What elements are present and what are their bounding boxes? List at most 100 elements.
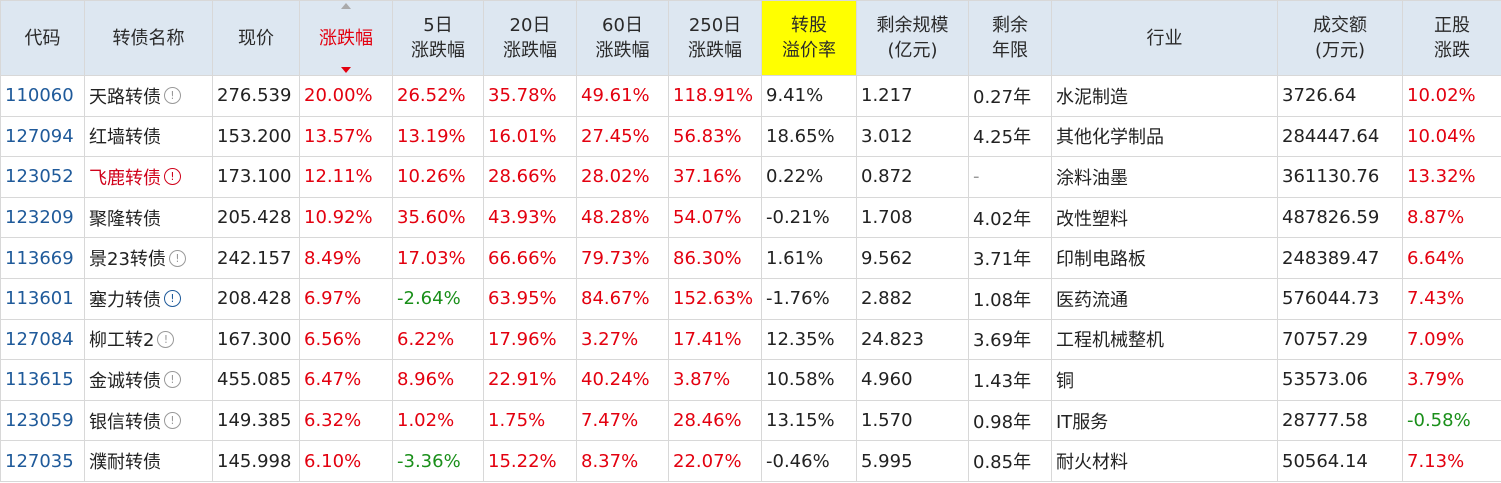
bond-name-link[interactable]: 聚隆转债	[89, 208, 161, 230]
chg5-cell: 35.60%	[392, 196, 484, 239]
table-row[interactable]: 113669 景23转债! 242.157 8.49% 17.03% 66.66% 79.7…	[0, 237, 1501, 279]
years-cell: 0.98年	[968, 399, 1052, 442]
column-header-10[interactable]: 剩余 年限	[968, 0, 1052, 76]
table-row[interactable]: 113601 塞力转债! 208.428 6.97% -2.64% 63.95% 84.67…	[0, 277, 1501, 320]
column-header-label: 60日	[602, 15, 643, 36]
info-icon[interactable]: !	[164, 290, 181, 308]
scale-cell: 9.562	[856, 237, 969, 279]
bond-name-link[interactable]: 飞鹿转债	[89, 167, 161, 189]
bond-name-link[interactable]: 银信转债	[89, 411, 161, 433]
bond-code-link[interactable]: 113615	[0, 359, 85, 401]
bond-name-link[interactable]: 景23转债	[89, 249, 166, 271]
info-icon[interactable]: !	[168, 249, 186, 267]
bond-name-link[interactable]: 金诚转债	[89, 370, 161, 392]
column-header-8[interactable]: 转股 溢价率	[761, 0, 857, 76]
bond-code-link[interactable]: 127094	[0, 115, 85, 158]
column-header-label: 现价	[238, 27, 274, 49]
bond-code-link[interactable]: 113601	[0, 277, 85, 320]
chg20-cell: 43.93%	[483, 196, 577, 239]
column-header-7[interactable]: 250日 涨跌幅	[668, 0, 762, 76]
column-header-5[interactable]: 20日 涨跌幅	[483, 0, 577, 76]
table-row[interactable]: 127084 柳工转2! 167.300 6.56% 6.22% 17.96% 3.27% 1…	[0, 318, 1501, 361]
column-header-12[interactable]: 成交额 (万元)	[1277, 0, 1403, 76]
sort-descending-icon[interactable]	[341, 67, 351, 73]
years-cell: 3.71年	[968, 237, 1052, 279]
chg20-cell: 15.22%	[483, 440, 577, 482]
chg20-cell: 16.01%	[483, 115, 577, 158]
chg250-cell: 28.46%	[668, 399, 762, 442]
bond-name-link[interactable]: 红墙转债	[89, 127, 161, 149]
info-icon[interactable]: !	[164, 87, 181, 105]
bond-name-link[interactable]: 濮耐转债	[89, 452, 161, 474]
table-row[interactable]: 127035 濮耐转债 145.998 6.10% -3.36% 15.22% 8.37% 2…	[0, 440, 1501, 482]
bond-name-link[interactable]: 天路转债	[89, 86, 161, 108]
warning-icon[interactable]: !	[164, 168, 181, 186]
column-header-0[interactable]: 代码	[0, 0, 85, 76]
bond-code-link[interactable]: 113669	[0, 237, 85, 279]
price-cell: 153.200	[212, 115, 300, 158]
industry-cell: 其他化学制品	[1051, 115, 1278, 158]
column-header-13[interactable]: 正股 涨跌	[1402, 0, 1501, 76]
chg-cell: 8.49%	[299, 237, 393, 279]
bond-name-cell[interactable]: 金诚转债!	[84, 359, 213, 401]
bond-code-link[interactable]: 123052	[0, 156, 85, 198]
price-cell: 205.428	[212, 196, 300, 239]
table-row[interactable]: 110060 天路转债! 276.539 20.00% 26.52% 35.78% 49.6…	[0, 75, 1501, 117]
column-header-6[interactable]: 60日 涨跌幅	[576, 0, 669, 76]
chg5-cell: 6.22%	[392, 318, 484, 361]
column-header-label: 涨跌幅	[688, 40, 742, 61]
stock-change-cell: 6.64%	[1402, 237, 1501, 279]
table-row[interactable]: 123052 飞鹿转债! 173.100 12.11% 10.26% 28.66% 28.0…	[0, 156, 1501, 198]
premium-cell: 9.41%	[761, 75, 857, 117]
chg-cell: 20.00%	[299, 75, 393, 117]
chg5-cell: 26.52%	[392, 75, 484, 117]
column-header-11[interactable]: 行业	[1051, 0, 1278, 76]
info-icon[interactable]: !	[157, 330, 175, 348]
turnover-cell: 248389.47	[1277, 237, 1403, 279]
bond-name-cell[interactable]: 银信转债!	[84, 399, 213, 442]
chg-cell: 13.57%	[299, 115, 393, 158]
years-cell: 0.85年	[968, 440, 1052, 482]
table-row[interactable]: 123059 银信转债! 149.385 6.32% 1.02% 1.75% 7.47% 28…	[0, 399, 1501, 442]
column-header-label: 成交额	[1313, 15, 1367, 36]
info-icon[interactable]: !	[164, 371, 181, 389]
column-header-label: 代码	[24, 27, 61, 49]
bond-name-cell[interactable]: 红墙转债	[84, 115, 213, 158]
column-header-1[interactable]: 转债名称	[84, 0, 213, 76]
bond-name-cell[interactable]: 塞力转债!	[84, 277, 213, 320]
industry-cell: 医药流通	[1051, 277, 1278, 320]
bond-name-cell[interactable]: 濮耐转债	[84, 440, 213, 482]
chg-cell: 6.56%	[299, 318, 393, 361]
info-icon[interactable]: !	[164, 412, 181, 430]
column-header-label: 正股	[1434, 15, 1470, 36]
table-row[interactable]: 113615 金诚转债! 455.085 6.47% 8.96% 22.91% 40.24%…	[0, 359, 1501, 401]
sort-ascending-icon[interactable]	[341, 3, 351, 9]
column-header-3[interactable]: 涨跌幅	[299, 0, 393, 76]
price-cell: 242.157	[212, 237, 300, 279]
price-cell: 208.428	[212, 277, 300, 320]
chg5-cell: 8.96%	[392, 359, 484, 401]
industry-cell: 耐火材料	[1051, 440, 1278, 482]
premium-cell: 10.58%	[761, 359, 857, 401]
bond-code-link[interactable]: 127084	[0, 318, 85, 361]
bond-code-link[interactable]: 127035	[0, 440, 85, 482]
bond-name-link[interactable]: 塞力转债	[89, 289, 161, 311]
bond-name-cell[interactable]: 景23转债!	[84, 237, 213, 279]
column-header-2[interactable]: 现价	[212, 0, 300, 76]
chg20-cell: 35.78%	[483, 75, 577, 117]
bond-code-link[interactable]: 123059	[0, 399, 85, 442]
table-row[interactable]: 123209 聚隆转债 205.428 10.92% 35.60% 43.93% 48.28…	[0, 196, 1501, 239]
column-header-label: (万元)	[1314, 40, 1366, 61]
bond-name-link[interactable]: 柳工转2	[89, 330, 155, 352]
table-row[interactable]: 127094 红墙转债 153.200 13.57% 13.19% 16.01% 27.45…	[0, 115, 1501, 158]
bond-name-cell[interactable]: 柳工转2!	[84, 318, 213, 361]
scale-cell: 1.217	[856, 75, 969, 117]
bond-code-link[interactable]: 123209	[0, 196, 85, 239]
bond-code-link[interactable]: 110060	[0, 75, 85, 117]
bond-name-cell[interactable]: 飞鹿转债!	[84, 156, 213, 198]
bond-name-cell[interactable]: 聚隆转债	[84, 196, 213, 239]
scale-cell: 2.882	[856, 277, 969, 320]
bond-name-cell[interactable]: 天路转债!	[84, 75, 213, 117]
column-header-4[interactable]: 5日 涨跌幅	[392, 0, 484, 76]
column-header-9[interactable]: 剩余规模 (亿元)	[856, 0, 969, 76]
